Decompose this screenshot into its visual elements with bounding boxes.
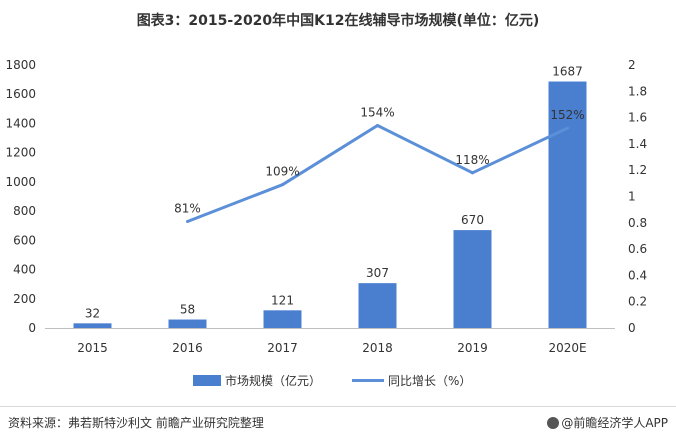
left-y-tick-label: 600 <box>13 233 36 247</box>
left-y-tick-label: 1400 <box>5 116 36 130</box>
legend-line-label: 同比增长（%） <box>388 374 471 388</box>
source-note: 资料来源：弗若斯特沙利文 前瞻产业研究院整理 <box>8 416 264 430</box>
line-point <box>471 171 474 175</box>
right-y-tick-label: 1.4 <box>628 137 647 151</box>
bar <box>358 283 397 328</box>
right-y-tick-label: 0.6 <box>628 242 647 256</box>
line-value-label: 81% <box>174 201 201 215</box>
left-y-tick-label: 400 <box>13 263 36 277</box>
right-y-axis: 0 0.2 0.4 0.6 0.8 1 1.2 1.4 1.6 1.8 2 <box>628 58 647 335</box>
growth-line <box>186 123 569 223</box>
bar <box>168 319 207 328</box>
right-y-tick-label: 1.2 <box>628 163 647 177</box>
bar-value-label: 58 <box>180 303 195 317</box>
line-value-label: 118% <box>455 153 489 167</box>
bar-value-label: 1687 <box>552 65 583 79</box>
legend: 市场规模（亿元） 同比增长（%） <box>193 373 471 388</box>
legend-bar-swatch <box>193 375 221 386</box>
x-tick-label: 2016 <box>172 341 203 355</box>
line-value-label: 109% <box>265 165 299 179</box>
right-y-tick-label: 1.6 <box>628 111 647 125</box>
bar-value-label: 307 <box>366 266 389 280</box>
line-point <box>566 126 569 130</box>
line-value-label: 152% <box>550 108 584 122</box>
left-y-axis: 0 200 400 600 800 1000 1200 1400 1600 1800 <box>5 58 36 335</box>
line-point <box>281 183 284 187</box>
chart-title: 图表3：2015-2020年中国K12在线辅导市场规模(单位：亿元) <box>136 13 540 29</box>
bar-value-label: 121 <box>271 293 294 307</box>
line-series: 81% 109% 154% 118% 152% <box>174 105 585 223</box>
x-tick-label: 2017 <box>267 341 298 355</box>
right-y-tick-label: 2 <box>628 58 636 72</box>
left-y-tick-label: 0 <box>28 321 36 335</box>
left-y-tick-label: 800 <box>13 204 36 218</box>
left-y-tick-label: 200 <box>13 292 36 306</box>
right-y-tick-label: 0 <box>628 321 636 335</box>
brand-text: @前瞻经济学人APP <box>561 416 668 430</box>
x-tick-label: 2019 <box>457 341 488 355</box>
bar <box>548 81 587 328</box>
line-point <box>186 219 189 223</box>
brand-credit: @前瞻经济学人APP <box>547 414 668 431</box>
left-y-tick-label: 1000 <box>5 175 36 189</box>
bar-series: 32 58 121 307 670 1687 <box>73 65 587 328</box>
bar-value-label: 670 <box>461 213 484 227</box>
x-tick-label: 2015 <box>77 341 108 355</box>
x-axis: 2015 2016 2017 2018 2019 2020E <box>45 328 615 355</box>
bar <box>73 323 112 328</box>
legend-bar-label: 市场规模（亿元） <box>225 373 321 388</box>
right-y-tick-label: 0.2 <box>628 295 647 309</box>
bar <box>453 230 492 328</box>
left-y-tick-label: 1200 <box>5 146 36 160</box>
line-point <box>376 123 379 127</box>
right-y-tick-label: 1 <box>628 190 636 204</box>
right-y-tick-label: 1.8 <box>628 84 647 98</box>
bar-value-label: 32 <box>85 306 100 320</box>
right-y-tick-label: 0.4 <box>628 268 647 282</box>
right-y-tick-label: 0.8 <box>628 216 647 230</box>
bar <box>263 310 302 328</box>
left-y-tick-label: 1600 <box>5 87 36 101</box>
brand-logo-icon <box>547 417 560 429</box>
x-tick-label: 2020E <box>548 341 586 355</box>
footer-divider <box>0 406 676 407</box>
left-y-tick-label: 1800 <box>5 58 36 72</box>
combo-chart: 0 200 400 600 800 1000 1200 1400 1600 1800 0 0.2 0.… <box>5 58 647 388</box>
x-tick-label: 2018 <box>362 341 393 355</box>
line-value-label: 154% <box>360 105 394 119</box>
